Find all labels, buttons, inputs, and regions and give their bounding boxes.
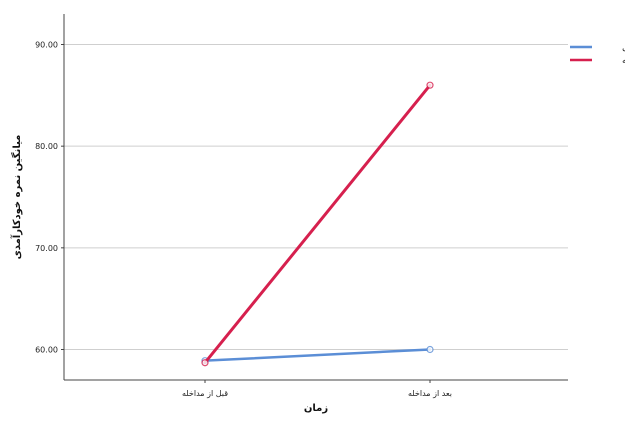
x-tick-label: بعد از مداخله	[408, 389, 452, 398]
data-point	[201, 359, 209, 367]
series-line-0	[203, 348, 432, 362]
x-tick-labels: قبل از مداخله بعد از مداخله	[182, 380, 452, 398]
y-tick-labels: 60.00 70.00 80.00 90.00	[35, 41, 64, 355]
grid-lines	[64, 44, 568, 350]
y-axis-title: میانگین نمره خودکارآمدی	[10, 135, 23, 260]
y-tick-label: 80.00	[35, 142, 58, 151]
series-line-1	[203, 83, 432, 365]
legend: کنترل مداخله	[570, 43, 625, 66]
y-tick-label: 90.00	[35, 41, 58, 50]
x-axis-title: زمان	[304, 403, 328, 414]
y-tick-label: 70.00	[35, 244, 58, 253]
legend-label: مداخله	[622, 56, 625, 66]
series-lines	[201, 81, 434, 367]
x-tick-label: قبل از مداخله	[182, 389, 228, 398]
legend-label: کنترل	[622, 43, 625, 53]
y-tick-label: 60.00	[35, 346, 58, 355]
data-point	[426, 345, 434, 354]
data-point	[426, 81, 434, 89]
